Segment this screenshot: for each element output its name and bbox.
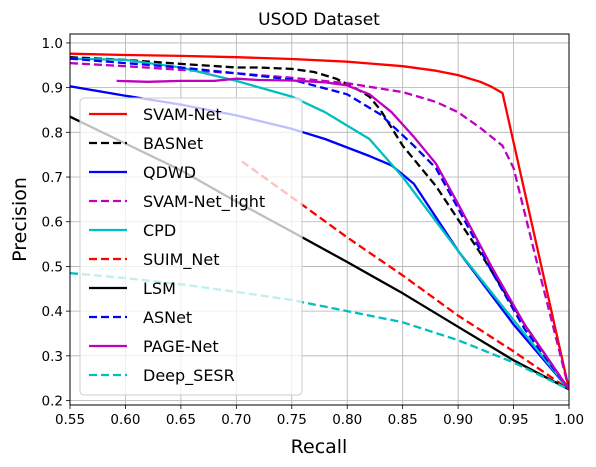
x-tick-label: 0.80 [332, 412, 362, 428]
y-tick-label: 0.4 [42, 304, 63, 320]
x-tick-label: 0.65 [166, 412, 196, 428]
plot-frame [69, 33, 570, 406]
x-tick-label: 0.70 [221, 412, 251, 428]
legend-label: BASNet [143, 134, 203, 153]
legend-label: ASNet [143, 308, 192, 327]
y-tick-label: 1.0 [42, 36, 63, 52]
y-tick-label: 0.7 [42, 170, 63, 186]
series-line-svam-net [70, 52, 569, 390]
y-tick-label: 0.5 [42, 259, 63, 275]
series-lines [70, 52, 569, 391]
x-tick-label: 0.60 [110, 412, 140, 428]
legend-label: PAGE-Net [143, 337, 219, 356]
x-tick-label: 0.55 [55, 412, 85, 428]
y-tick-label: 0.3 [42, 349, 63, 365]
series-line-deep-sesr [70, 271, 569, 391]
series-line-page-net [116, 77, 569, 391]
y-tick-label: 0.2 [42, 394, 63, 410]
legend-box [79, 97, 303, 396]
legend-label: CPD [143, 221, 176, 240]
series-line-asnet [70, 57, 569, 391]
legend-label: LSM [143, 279, 176, 298]
chart-title: USOD Dataset [258, 10, 380, 30]
legend: SVAM-Net BASNet QDWD SVAM-Net_light CPD SUIM_… [79, 97, 303, 396]
legend-label: SUIM_Net [143, 250, 219, 270]
legend-label: Deep_SESR [143, 366, 235, 386]
y-tick-label: 0.6 [42, 215, 63, 231]
legend-label: QDWD [143, 163, 196, 182]
x-axis-label: Recall [291, 436, 348, 458]
legend-label: SVAM-Net [143, 105, 222, 124]
x-tick-label: 0.85 [388, 412, 418, 428]
axis-ticks: 0.55 0.60 0.65 0.70 0.75 0.80 0.85 0.90 0.95 1.00… [42, 36, 585, 428]
y-tick-label: 0.8 [42, 125, 63, 141]
legend-label: SVAM-Net_light [143, 192, 265, 212]
x-tick-label: 0.95 [499, 412, 529, 428]
x-tick-label: 0.75 [277, 412, 307, 428]
y-axis-label: Precision [9, 177, 31, 262]
x-tick-label: 1.00 [554, 412, 584, 428]
y-tick-label: 0.9 [42, 81, 63, 97]
x-tick-label: 0.90 [443, 412, 473, 428]
